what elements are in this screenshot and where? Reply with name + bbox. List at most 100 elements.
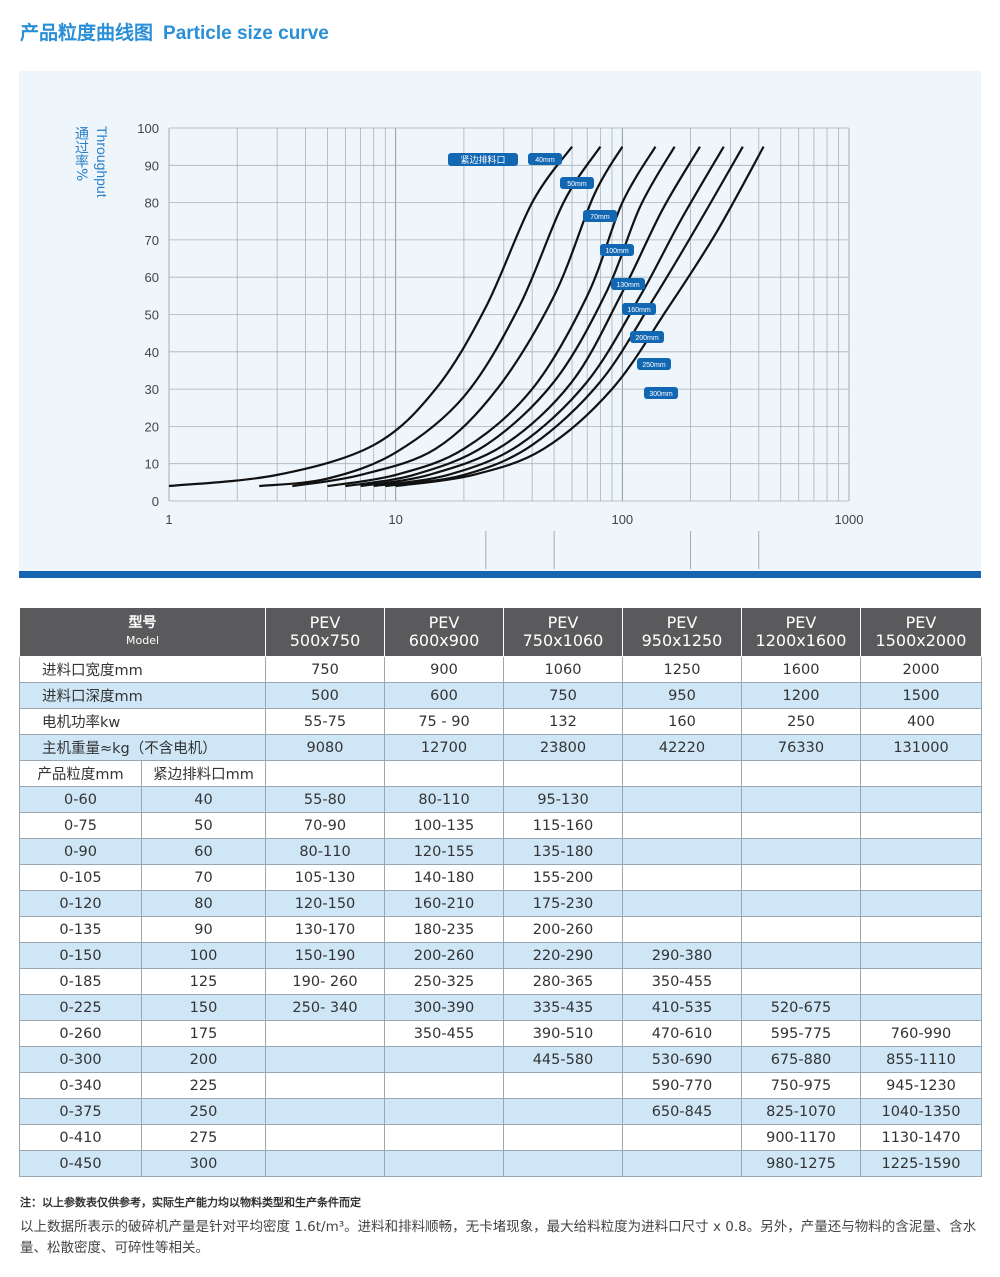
title-en: Particle size curve	[163, 23, 329, 44]
capacity-value: 250-325	[384, 968, 504, 995]
x-tick-label: 1000	[835, 512, 864, 527]
capacity-value: 900-1170	[741, 1124, 861, 1151]
product-size: 0-450	[19, 1150, 142, 1177]
model-series: PEV	[905, 613, 937, 632]
model-series: PEV	[666, 613, 698, 632]
capacity-value: 155-200	[503, 864, 623, 891]
capacity-value	[265, 1124, 385, 1151]
discharge-gap: 225	[141, 1072, 266, 1099]
size-row: 0-150 100 150-190 200-260 220-290 290-380	[19, 942, 982, 969]
spec-value: 1600	[741, 656, 861, 683]
discharge-gap: 300	[141, 1150, 266, 1177]
capacity-value: 105-130	[265, 864, 385, 891]
spec-label: 主机重量≈kg（不含电机）	[19, 734, 266, 761]
capacity-value: 530-690	[622, 1046, 742, 1073]
capacity-value: 135-180	[503, 838, 623, 865]
capacity-value: 120-155	[384, 838, 504, 865]
y-tick-label: 0	[152, 494, 159, 509]
series-badge	[560, 177, 594, 189]
capacity-value	[741, 786, 861, 813]
model-label-cn: 型号	[128, 615, 157, 631]
model-size: 1200x1600	[755, 631, 847, 650]
series-badge	[528, 153, 562, 165]
spec-value: 131000	[860, 734, 982, 761]
size-row: 0-75 50 70-90 100-135 115-160	[19, 812, 982, 839]
capacity-value: 825-1070	[741, 1098, 861, 1125]
legend-badge	[448, 153, 518, 166]
capacity-value: 650-845	[622, 1098, 742, 1125]
capacity-value: 160-210	[384, 890, 504, 917]
spec-label: 进料口宽度mm	[19, 656, 266, 683]
discharge-gap: 100	[141, 942, 266, 969]
discharge-gap: 200	[141, 1046, 266, 1073]
capacity-value	[860, 864, 982, 891]
capacity-value: 390-510	[503, 1020, 623, 1047]
capacity-value	[622, 916, 742, 943]
capacity-value: 1225-1590	[860, 1150, 982, 1177]
spec-row: 电机功率kw 55-75 75 - 90 132 160 250 400	[19, 708, 982, 735]
capacity-value: 100-135	[384, 812, 504, 839]
product-size: 0-340	[19, 1072, 142, 1099]
x-tick-label: 1	[165, 512, 172, 527]
series-badge	[630, 331, 664, 343]
capacity-value	[860, 838, 982, 865]
capacity-value	[860, 968, 982, 995]
size-row: 0-185 125 190- 260 250-325 280-365 350-455	[19, 968, 982, 995]
model-column-header: PEV 600x900	[384, 607, 504, 657]
series-curve	[259, 146, 602, 488]
legend-label: 紧边排料口	[460, 154, 505, 166]
product-size: 0-225	[19, 994, 142, 1021]
series-curve	[360, 146, 701, 488]
page-title: 产品粒度曲线图 Particle size curve	[20, 18, 329, 48]
capacity-value	[860, 994, 982, 1021]
capacity-value	[860, 942, 982, 969]
capacity-value: 175-230	[503, 890, 623, 917]
size-row: 0-450 300 980-1275 1225-1590	[19, 1150, 982, 1177]
size-column-header: 产品粒度mm	[19, 760, 142, 787]
product-size: 0-120	[19, 890, 142, 917]
note-disclaimer: 注：以上参数表仅供参考，实际生产能力均以物料类型和生产条件而定	[20, 1196, 361, 1209]
capacity-value: 350-455	[622, 968, 742, 995]
spec-value: 1060	[503, 656, 623, 683]
capacity-value	[622, 1150, 742, 1177]
spec-value: 1500	[860, 682, 982, 709]
capacity-value: 80-110	[265, 838, 385, 865]
discharge-gap: 275	[141, 1124, 266, 1151]
capacity-value: 130-170	[265, 916, 385, 943]
model-series: PEV	[309, 613, 341, 632]
spec-label: 电机功率kw	[19, 708, 266, 735]
series-curve	[385, 146, 744, 488]
capacity-value	[265, 1046, 385, 1073]
y-tick-label: 100	[137, 121, 159, 136]
empty-cell	[503, 760, 623, 787]
series-badge	[622, 303, 656, 315]
size-row: 0-260 175 350-455 390-510 470-610 595-775 760-…	[19, 1020, 982, 1047]
capacity-value	[622, 812, 742, 839]
capacity-value	[622, 890, 742, 917]
capacity-value: 520-675	[741, 994, 861, 1021]
spec-value: 23800	[503, 734, 623, 761]
series-curve	[373, 146, 725, 488]
size-row: 0-375 250 650-845 825-1070 1040-1350	[19, 1098, 982, 1125]
y-tick-label: 40	[145, 345, 159, 360]
series-badge-label: 300mm	[649, 391, 673, 398]
spec-value: 900	[384, 656, 504, 683]
model-column-header: PEV 950x1250	[622, 607, 742, 657]
capacity-value: 590-770	[622, 1072, 742, 1099]
size-row: 0-135 90 130-170 180-235 200-260	[19, 916, 982, 943]
capacity-value	[265, 1098, 385, 1125]
capacity-value: 945-1230	[860, 1072, 982, 1099]
capacity-value	[622, 1124, 742, 1151]
product-size: 0-375	[19, 1098, 142, 1125]
gap-column-header: 紧边排料口mm	[141, 760, 266, 787]
discharge-gap: 70	[141, 864, 266, 891]
model-header: 型号 Model	[19, 607, 266, 657]
capacity-value: 115-160	[503, 812, 623, 839]
spec-value: 9080	[265, 734, 385, 761]
capacity-value	[860, 786, 982, 813]
size-row: 0-340 225 590-770 750-975 945-1230	[19, 1072, 982, 1099]
capacity-value: 1130-1470	[860, 1124, 982, 1151]
series-curve	[327, 146, 657, 488]
spec-value: 1250	[622, 656, 742, 683]
discharge-gap: 80	[141, 890, 266, 917]
